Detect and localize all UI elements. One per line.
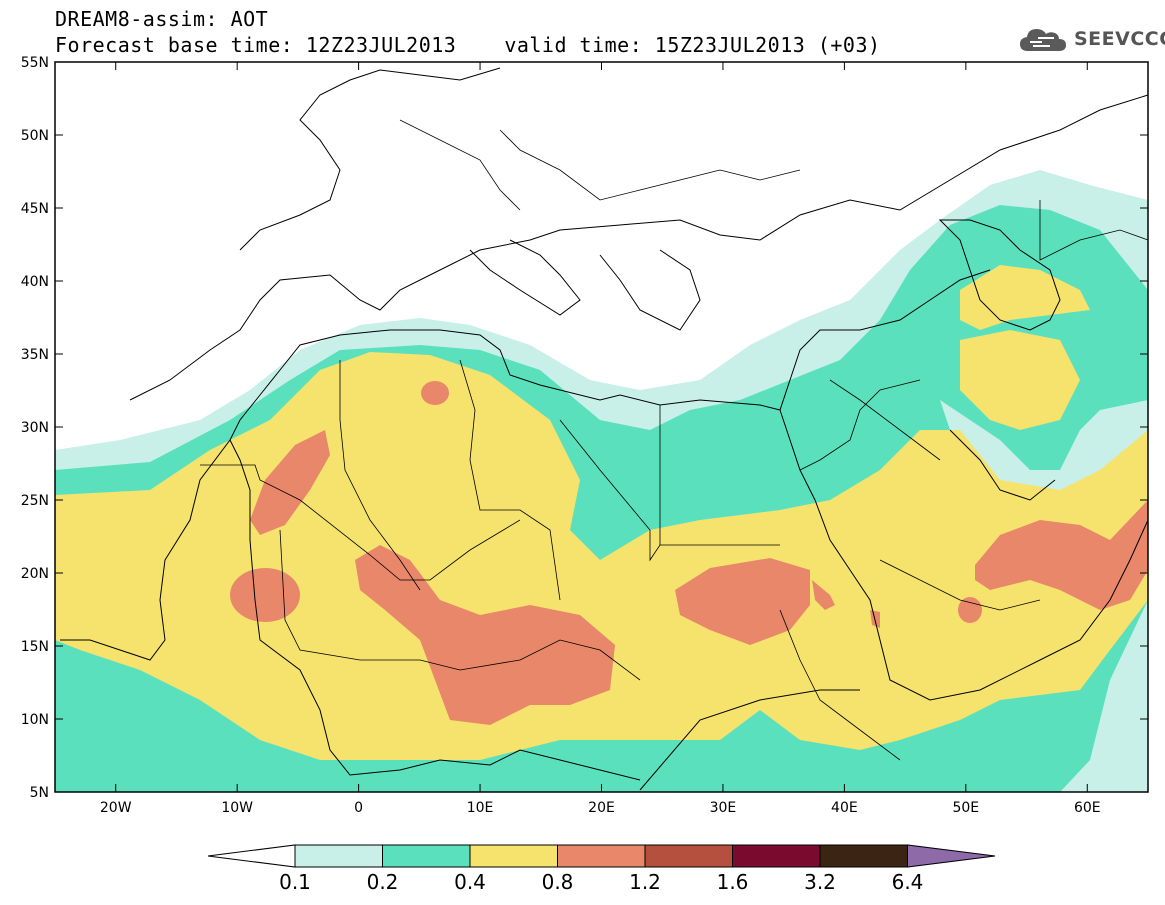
colorbar-label: 1.6 bbox=[717, 870, 749, 894]
colorbar: 0.1 0.2 0.4 0.8 1.2 1.6 3.2 6.4 bbox=[207, 844, 996, 894]
lat-label: 10N bbox=[21, 712, 49, 728]
valid-time: valid time: 15Z23JUL2013 (+03) bbox=[504, 33, 881, 57]
colorbar-label: 0.1 bbox=[279, 870, 311, 894]
colorbar-arrow-low bbox=[207, 844, 296, 868]
colorbar-label: 1.2 bbox=[629, 870, 661, 894]
aot-band-0-8-mauritania bbox=[230, 568, 300, 622]
colorbar-label: 6.4 bbox=[892, 870, 924, 894]
aot-band-0-8-red-sea bbox=[812, 580, 880, 628]
aot-band-0-8-yemen bbox=[958, 597, 982, 623]
cloud-icon bbox=[1020, 29, 1066, 51]
colorbar-segment bbox=[819, 844, 908, 868]
lat-label: 55N bbox=[21, 55, 49, 71]
lat-label: 50N bbox=[21, 128, 49, 144]
lat-label: 45N bbox=[21, 201, 49, 217]
lon-label: 60E bbox=[1074, 800, 1101, 816]
colorbar-segment bbox=[557, 844, 646, 868]
base-time: Forecast base time: 12Z23JUL2013 bbox=[55, 33, 457, 57]
aot-band-0-8-arabia bbox=[975, 500, 1148, 610]
lat-label: 25N bbox=[21, 493, 49, 509]
lon-label: 10E bbox=[467, 800, 494, 816]
aot-band-0-8-sahara-west bbox=[250, 430, 330, 535]
lon-label: 30E bbox=[710, 800, 737, 816]
colorbar-segment bbox=[732, 844, 821, 868]
lat-label: 5N bbox=[30, 785, 49, 801]
forecast-times: Forecast base time: 12Z23JUL2013 valid ti… bbox=[55, 34, 881, 56]
lat-label: 15N bbox=[21, 639, 49, 655]
colorbar-label: 0.2 bbox=[367, 870, 399, 894]
colorbar-segment bbox=[644, 844, 733, 868]
aot-band-0-8-algeria bbox=[421, 381, 449, 405]
logo-text: SEEVCCC bbox=[1074, 28, 1165, 50]
coastlines bbox=[60, 67, 1148, 791]
colorbar-arrow-high bbox=[907, 844, 996, 868]
country-borders bbox=[200, 119, 1148, 761]
aot-band-0-8-sudan bbox=[675, 558, 810, 645]
lat-label: 40N bbox=[21, 274, 49, 290]
lon-label: 0 bbox=[354, 800, 363, 816]
lon-label: 40E bbox=[831, 800, 858, 816]
lon-label: 10W bbox=[221, 800, 253, 816]
aot-band-0-4-north bbox=[960, 265, 1090, 330]
map-title: DREAM8-assim: AOT bbox=[55, 7, 269, 31]
colorbar-label: 0.8 bbox=[542, 870, 574, 894]
lat-label: 20N bbox=[21, 566, 49, 582]
colorbar-segment bbox=[382, 844, 471, 868]
lon-label: 20W bbox=[100, 800, 132, 816]
lon-label: 50E bbox=[952, 800, 979, 816]
aot-band-0-4-gulf bbox=[960, 330, 1080, 430]
colorbar-segment bbox=[469, 844, 558, 868]
colorbar-label: 0.4 bbox=[454, 870, 486, 894]
colorbar-label: 3.2 bbox=[804, 870, 836, 894]
map-axes: 55N 50N 45N 40N 35N 30N 25N 20N 15N 10N 5N 20W 10W 0 1… bbox=[21, 55, 1148, 816]
seevccc-logo: SEEVCCC bbox=[1018, 24, 1165, 54]
lat-label: 35N bbox=[21, 347, 49, 363]
lat-label: 30N bbox=[21, 420, 49, 436]
lon-label: 20E bbox=[588, 800, 615, 816]
colorbar-segment bbox=[294, 844, 383, 868]
